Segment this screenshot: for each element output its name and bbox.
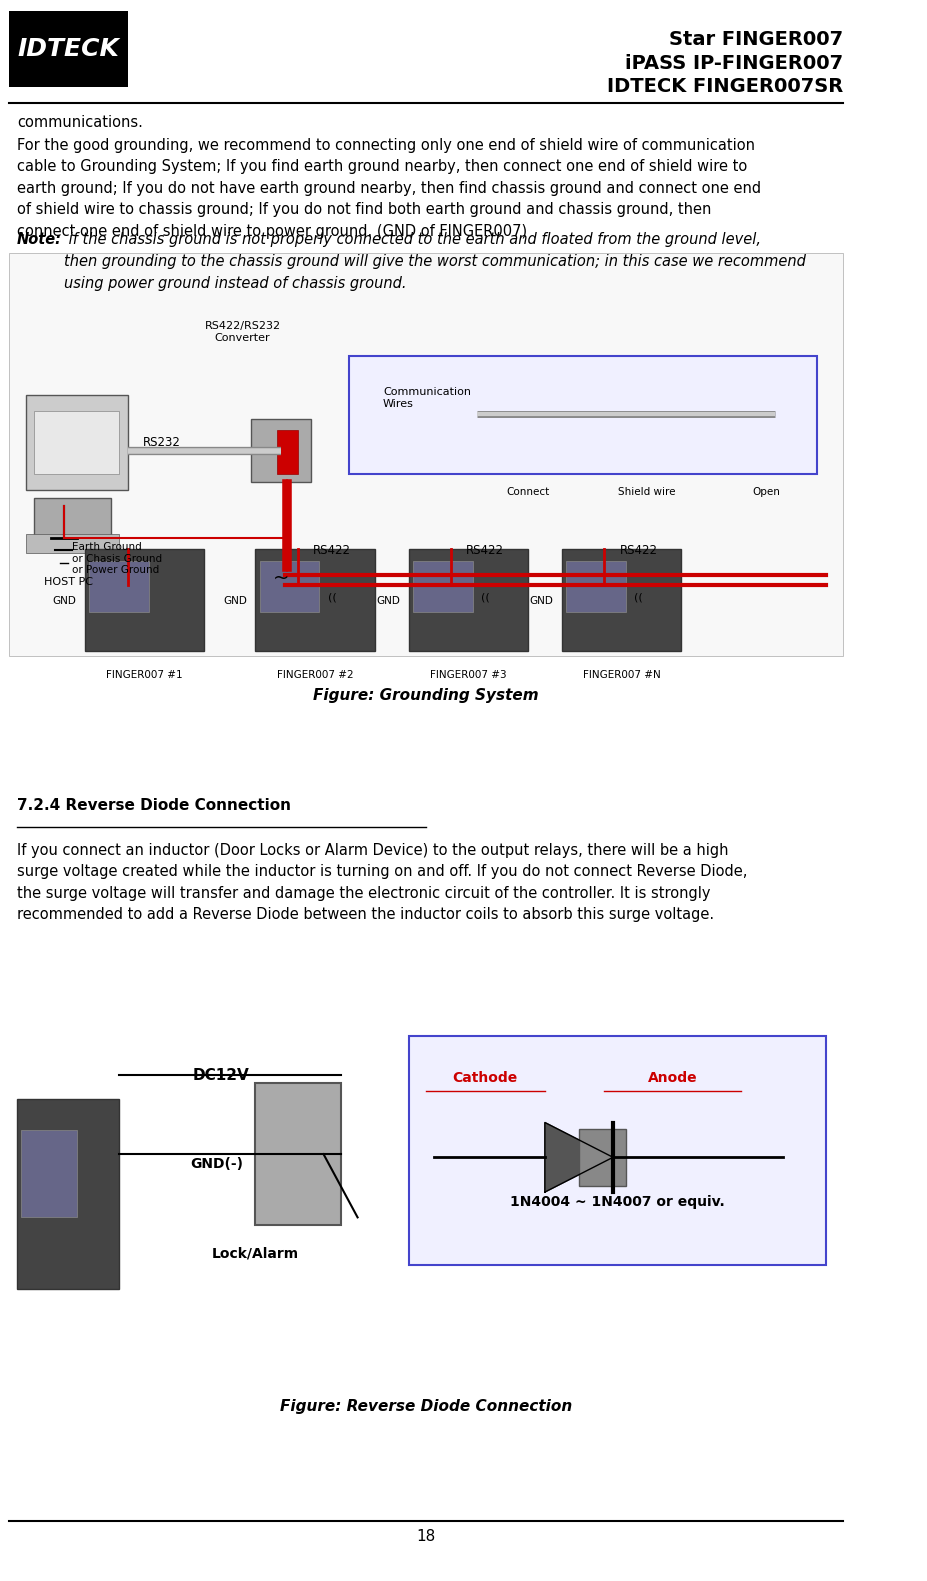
FancyBboxPatch shape	[26, 395, 128, 490]
Text: Lock/Alarm: Lock/Alarm	[211, 1247, 298, 1260]
FancyBboxPatch shape	[34, 411, 119, 474]
Text: ((: ((	[327, 593, 337, 602]
Text: GND(-): GND(-)	[190, 1157, 244, 1172]
Text: iPASS IP-FINGER007: iPASS IP-FINGER007	[624, 54, 842, 73]
Text: Anode: Anode	[647, 1072, 697, 1085]
Text: For the good grounding, we recommend to connecting only one end of shield wire o: For the good grounding, we recommend to …	[17, 138, 760, 239]
Text: HOST PC: HOST PC	[44, 577, 93, 587]
Polygon shape	[544, 1123, 613, 1192]
Text: RS422: RS422	[619, 544, 657, 557]
FancyBboxPatch shape	[255, 1083, 340, 1225]
Text: Star FINGER007: Star FINGER007	[668, 30, 842, 49]
Text: ((: ((	[633, 593, 642, 602]
Text: DC12V: DC12V	[193, 1067, 249, 1083]
Text: RS232: RS232	[143, 436, 181, 449]
Text: GND: GND	[53, 596, 77, 606]
Text: 18: 18	[415, 1529, 435, 1543]
Text: FINGER007 #2: FINGER007 #2	[276, 670, 353, 680]
Text: Communication
Wires: Communication Wires	[383, 387, 471, 409]
Text: if the chassis ground is not properly connected to the earth and floated from th: if the chassis ground is not properly co…	[64, 232, 805, 291]
Text: Cathode: Cathode	[452, 1072, 517, 1085]
FancyBboxPatch shape	[251, 419, 311, 482]
Text: Note:: Note:	[17, 232, 62, 247]
Text: RS422/RS232
Converter: RS422/RS232 Converter	[204, 321, 280, 343]
FancyBboxPatch shape	[34, 498, 110, 538]
FancyBboxPatch shape	[89, 561, 149, 612]
Text: RS422: RS422	[465, 544, 503, 557]
FancyBboxPatch shape	[578, 1129, 625, 1186]
Text: FINGER007 #N: FINGER007 #N	[582, 670, 660, 680]
Text: Figure: Grounding System: Figure: Grounding System	[312, 688, 538, 702]
FancyBboxPatch shape	[21, 1130, 77, 1217]
FancyBboxPatch shape	[408, 549, 527, 651]
FancyBboxPatch shape	[8, 253, 842, 656]
Text: 7.2.4 Reverse Diode Connection: 7.2.4 Reverse Diode Connection	[17, 798, 291, 813]
FancyBboxPatch shape	[565, 561, 625, 612]
FancyBboxPatch shape	[562, 549, 680, 651]
FancyBboxPatch shape	[26, 534, 119, 553]
Text: If you connect an inductor (Door Locks or Alarm Device) to the output relays, th: If you connect an inductor (Door Locks o…	[17, 843, 746, 922]
Text: Earth Ground
or Chasis Ground
or Power Ground: Earth Ground or Chasis Ground or Power G…	[72, 542, 162, 575]
Text: FINGER007 #1: FINGER007 #1	[107, 670, 183, 680]
FancyBboxPatch shape	[260, 561, 319, 612]
FancyBboxPatch shape	[276, 430, 298, 474]
Text: Connect: Connect	[506, 487, 549, 496]
Text: Open: Open	[752, 487, 780, 496]
FancyBboxPatch shape	[8, 11, 128, 87]
Text: ((: ((	[480, 593, 489, 602]
Text: RS422: RS422	[312, 544, 350, 557]
Text: FINGER007 #3: FINGER007 #3	[429, 670, 506, 680]
Text: Figure: Reverse Diode Connection: Figure: Reverse Diode Connection	[279, 1399, 571, 1413]
Text: GND: GND	[529, 596, 552, 606]
Text: GND: GND	[375, 596, 400, 606]
FancyBboxPatch shape	[17, 1099, 119, 1289]
FancyBboxPatch shape	[255, 549, 375, 651]
Text: IDTECK: IDTECK	[18, 36, 119, 62]
FancyBboxPatch shape	[413, 561, 472, 612]
Text: ~: ~	[273, 569, 289, 588]
Text: communications.: communications.	[17, 115, 143, 130]
FancyBboxPatch shape	[408, 1036, 825, 1265]
Text: Shield wire: Shield wire	[617, 487, 675, 496]
Text: IDTECK FINGER007SR: IDTECK FINGER007SR	[606, 77, 842, 96]
Text: 1N4004 ~ 1N4007 or equiv.: 1N4004 ~ 1N4007 or equiv.	[509, 1195, 724, 1208]
FancyBboxPatch shape	[85, 549, 204, 651]
FancyBboxPatch shape	[349, 356, 817, 474]
Text: GND: GND	[222, 596, 247, 606]
